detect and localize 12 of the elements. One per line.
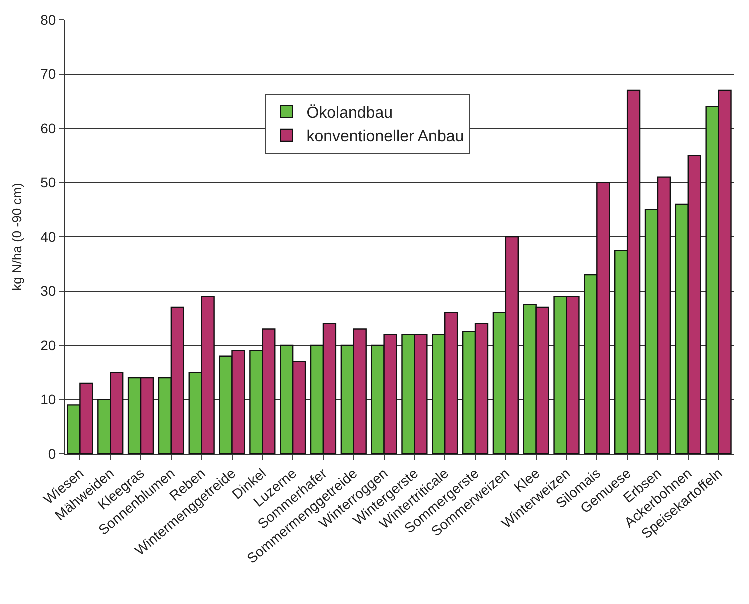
y-tick-label: 10 — [40, 392, 56, 408]
legend-label: konventioneller Anbau — [306, 128, 464, 146]
y-tick-label: 40 — [40, 228, 56, 245]
y-tick-label: 30 — [40, 283, 56, 300]
y-tick-label: 20 — [40, 337, 56, 354]
y-tick-label: 0 — [48, 446, 56, 462]
y-tick-label: 50 — [40, 174, 56, 191]
y-tick-label: 60 — [40, 120, 56, 136]
y-tick-label: 80 — [40, 12, 56, 28]
legend-label: Ökolandbau — [306, 104, 393, 122]
y-tick-label: 70 — [40, 66, 56, 82]
y-axis-title: kg N/ha (0 -90 cm) — [10, 183, 25, 291]
